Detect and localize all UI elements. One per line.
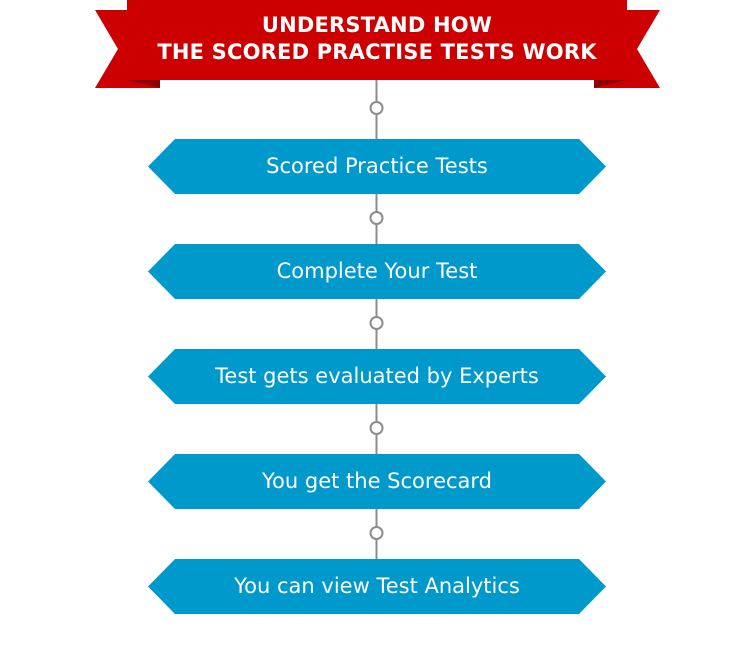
connector-node [369, 316, 384, 330]
step-3: Test gets evaluated by Experts [148, 349, 606, 404]
step-5: You can view Test Analytics [148, 559, 606, 614]
banner-title-line-1: UNDERSTAND HOW [261, 13, 493, 37]
step-label: Scored Practice Tests [266, 154, 488, 178]
step-hexagon [148, 349, 606, 404]
banner-title-line-2: THE SCORED PRACTISE TESTS WORK [157, 40, 597, 64]
connector-node [369, 421, 384, 435]
step-label: Complete Your Test [276, 259, 478, 283]
connector-node [369, 526, 384, 540]
banner-panel [127, 0, 627, 80]
banner-left-fold [127, 80, 160, 88]
step-1: Scored Practice Tests [148, 139, 606, 194]
banner-right-fold [594, 80, 627, 88]
connector-node [369, 101, 384, 115]
step-hexagon [148, 244, 606, 299]
step-label: You get the Scorecard [262, 469, 492, 493]
step-hexagon [148, 139, 606, 194]
title-banner [95, 0, 660, 88]
step-4: You get the Scorecard [148, 454, 606, 509]
step-hexagon [148, 559, 606, 614]
connector-node [369, 211, 384, 225]
step-label: Test gets evaluated by Experts [215, 364, 539, 388]
step-label: You can view Test Analytics [234, 574, 520, 598]
step-2: Complete Your Test [148, 244, 606, 299]
step-hexagon [148, 454, 606, 509]
banner-title: UNDERSTAND HOW THE SCORED PRACTISE TESTS… [127, 12, 627, 66]
